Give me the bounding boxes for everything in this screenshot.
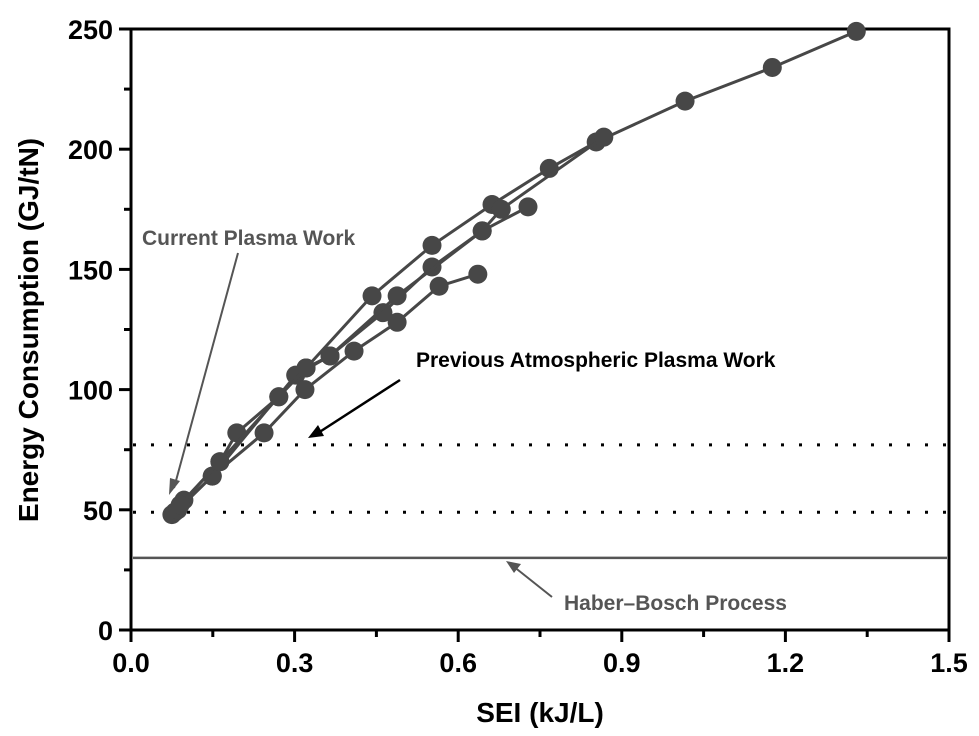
arrow-previous-plasma xyxy=(317,378,401,435)
x-tick-label: 0.0 xyxy=(112,648,150,678)
data-point xyxy=(468,264,488,284)
x-tick-label: 0.3 xyxy=(276,648,314,678)
plot-frame: 0.0 0.3 0.6 0.9 1.2 1.5 0 50 100 150 200 250 xyxy=(68,15,968,678)
y-axis-title: Energy Consumption (GJ/tN) xyxy=(13,138,44,522)
arrow-current-plasma xyxy=(173,252,239,489)
data-point xyxy=(422,235,442,255)
x-axis-title: SEI (kJ/L) xyxy=(476,697,604,728)
annotation-previous-plasma-work: Previous Atmospheric Plasma Work xyxy=(416,349,776,372)
arrow-haber-bosch xyxy=(512,565,553,598)
y-tick-label: 100 xyxy=(68,376,113,406)
data-point xyxy=(362,286,382,306)
data-point xyxy=(170,495,190,515)
data-series xyxy=(162,21,866,525)
arrowhead-icon xyxy=(308,425,324,438)
series xyxy=(170,197,538,515)
series xyxy=(162,21,866,525)
annotations: Current Plasma Work Previous Atmospheric… xyxy=(142,227,787,615)
data-point xyxy=(202,466,222,486)
data-point xyxy=(320,346,340,366)
data-point xyxy=(675,91,695,111)
data-point xyxy=(296,358,316,378)
data-point xyxy=(344,341,364,361)
arrowhead-icon xyxy=(169,478,180,495)
annotation-haber-bosch: Haber–Bosch Process xyxy=(564,592,787,615)
data-point xyxy=(210,452,230,472)
data-point xyxy=(295,380,315,400)
data-point xyxy=(491,199,511,219)
series xyxy=(168,264,488,520)
series-line xyxy=(170,30,857,516)
x-tick-label: 1.5 xyxy=(930,648,968,678)
plot-border xyxy=(129,27,951,632)
series-line xyxy=(178,205,529,507)
reference-lines xyxy=(133,443,947,560)
data-point xyxy=(518,197,538,217)
data-point xyxy=(846,21,866,41)
x-tick-label: 0.6 xyxy=(439,648,477,678)
y-tick-label: 200 xyxy=(68,135,113,165)
data-point xyxy=(269,387,289,407)
data-point xyxy=(472,221,492,241)
y-tick-label: 250 xyxy=(68,15,113,45)
data-point xyxy=(594,127,614,147)
axis-labels: SEI (kJ/L) Energy Consumption (GJ/tN) xyxy=(13,138,604,728)
y-tick-label: 0 xyxy=(98,616,113,646)
data-point xyxy=(254,423,274,443)
data-point xyxy=(387,312,407,332)
data-point xyxy=(373,303,393,323)
data-point xyxy=(429,276,449,296)
data-point xyxy=(762,57,782,77)
arrowhead-icon xyxy=(506,561,521,573)
y-tick-label: 50 xyxy=(83,496,113,526)
x-tick-label: 0.9 xyxy=(603,648,641,678)
annotation-current-plasma-work: Current Plasma Work xyxy=(142,227,355,250)
data-point xyxy=(387,286,407,306)
y-tick-label: 150 xyxy=(68,255,113,285)
x-tick-label: 1.2 xyxy=(767,648,805,678)
